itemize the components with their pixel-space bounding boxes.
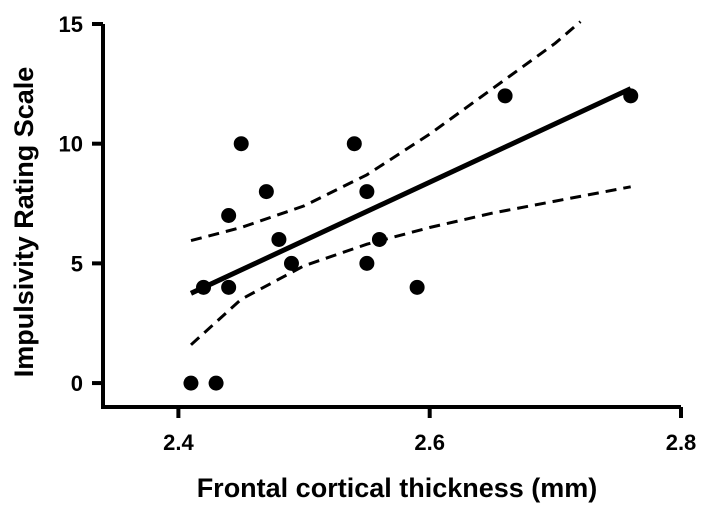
y-axis-title: Impulsivity Rating Scale (9, 67, 39, 378)
data-point (196, 279, 212, 295)
data-point (283, 255, 299, 271)
x-tick-label: 2.4 (163, 430, 194, 455)
confidence-band-lower (189, 185, 631, 346)
data-point (359, 184, 375, 200)
data-point (346, 136, 362, 152)
data-point (409, 279, 425, 295)
regression-line (189, 86, 632, 296)
data-point (208, 375, 224, 391)
confidence-band-upper (190, 20, 582, 243)
y-tick-label: 15 (59, 12, 83, 37)
y-tick-label: 10 (59, 132, 83, 157)
data-point (497, 88, 513, 104)
data-point (221, 279, 237, 295)
x-tick-label: 2.6 (414, 430, 445, 455)
data-point (371, 231, 387, 247)
data-point (623, 88, 639, 104)
regression-fit (189, 86, 632, 296)
data-point (183, 375, 199, 391)
x-axis-title: Frontal cortical thickness (mm) (197, 473, 598, 503)
data-point (258, 184, 274, 200)
data-point (271, 231, 287, 247)
data-point (221, 208, 237, 223)
y-tick-label: 5 (71, 251, 83, 276)
axes (92, 22, 683, 418)
x-tick-label: 2.8 (666, 430, 697, 455)
data-points (183, 88, 639, 391)
data-point (233, 136, 249, 152)
confidence-bands (189, 20, 631, 346)
y-tick-label: 0 (71, 371, 83, 396)
tick-labels: 0 5 10 15 2.4 2.6 2.8 (59, 12, 697, 455)
data-point (359, 255, 375, 271)
